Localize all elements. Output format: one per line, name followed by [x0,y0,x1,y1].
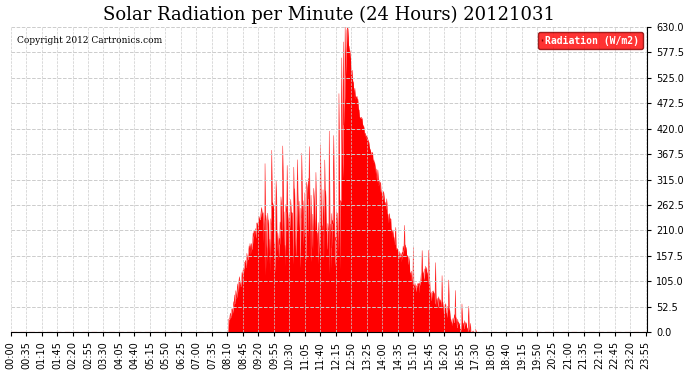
Title: Solar Radiation per Minute (24 Hours) 20121031: Solar Radiation per Minute (24 Hours) 20… [103,6,555,24]
Legend: Radiation (W/m2): Radiation (W/m2) [538,32,642,50]
Text: Copyright 2012 Cartronics.com: Copyright 2012 Cartronics.com [17,36,162,45]
